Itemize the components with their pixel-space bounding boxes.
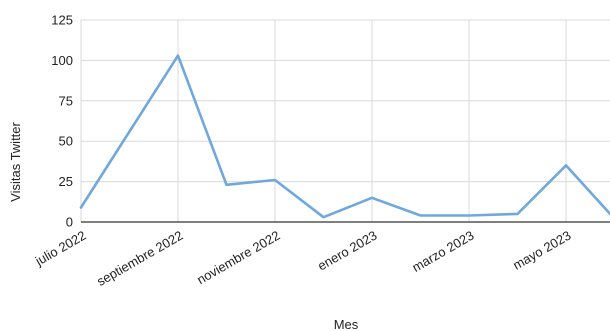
grid-layer	[80, 19, 610, 222]
x-tick-label: noviembre 2022	[194, 228, 282, 288]
label-layer: 0 25 50 75 100 125 julio 2022 septiembre 2022 no…	[32, 13, 574, 290]
x-tick-label: enero 2023	[315, 228, 379, 274]
y-tick-label: 125	[51, 13, 73, 28]
y-tick-label: 50	[59, 134, 73, 149]
series-layer	[79, 54, 610, 219]
x-tick-label: mayo 2023	[510, 228, 573, 273]
y-tick-label: 100	[51, 53, 73, 68]
y-tick-label: 75	[59, 93, 73, 108]
x-tick-label: septiembre 2022	[94, 228, 185, 289]
series-line	[79, 54, 610, 219]
x-tick-label: marzo 2023	[410, 228, 477, 275]
y-tick-label: 0	[66, 215, 73, 230]
x-axis-title: Mes	[334, 317, 359, 331]
x-tick-label: julio 2022	[32, 228, 89, 269]
y-axis-title: Visitas Twitter	[8, 121, 23, 201]
y-tick-label: 25	[59, 174, 73, 189]
